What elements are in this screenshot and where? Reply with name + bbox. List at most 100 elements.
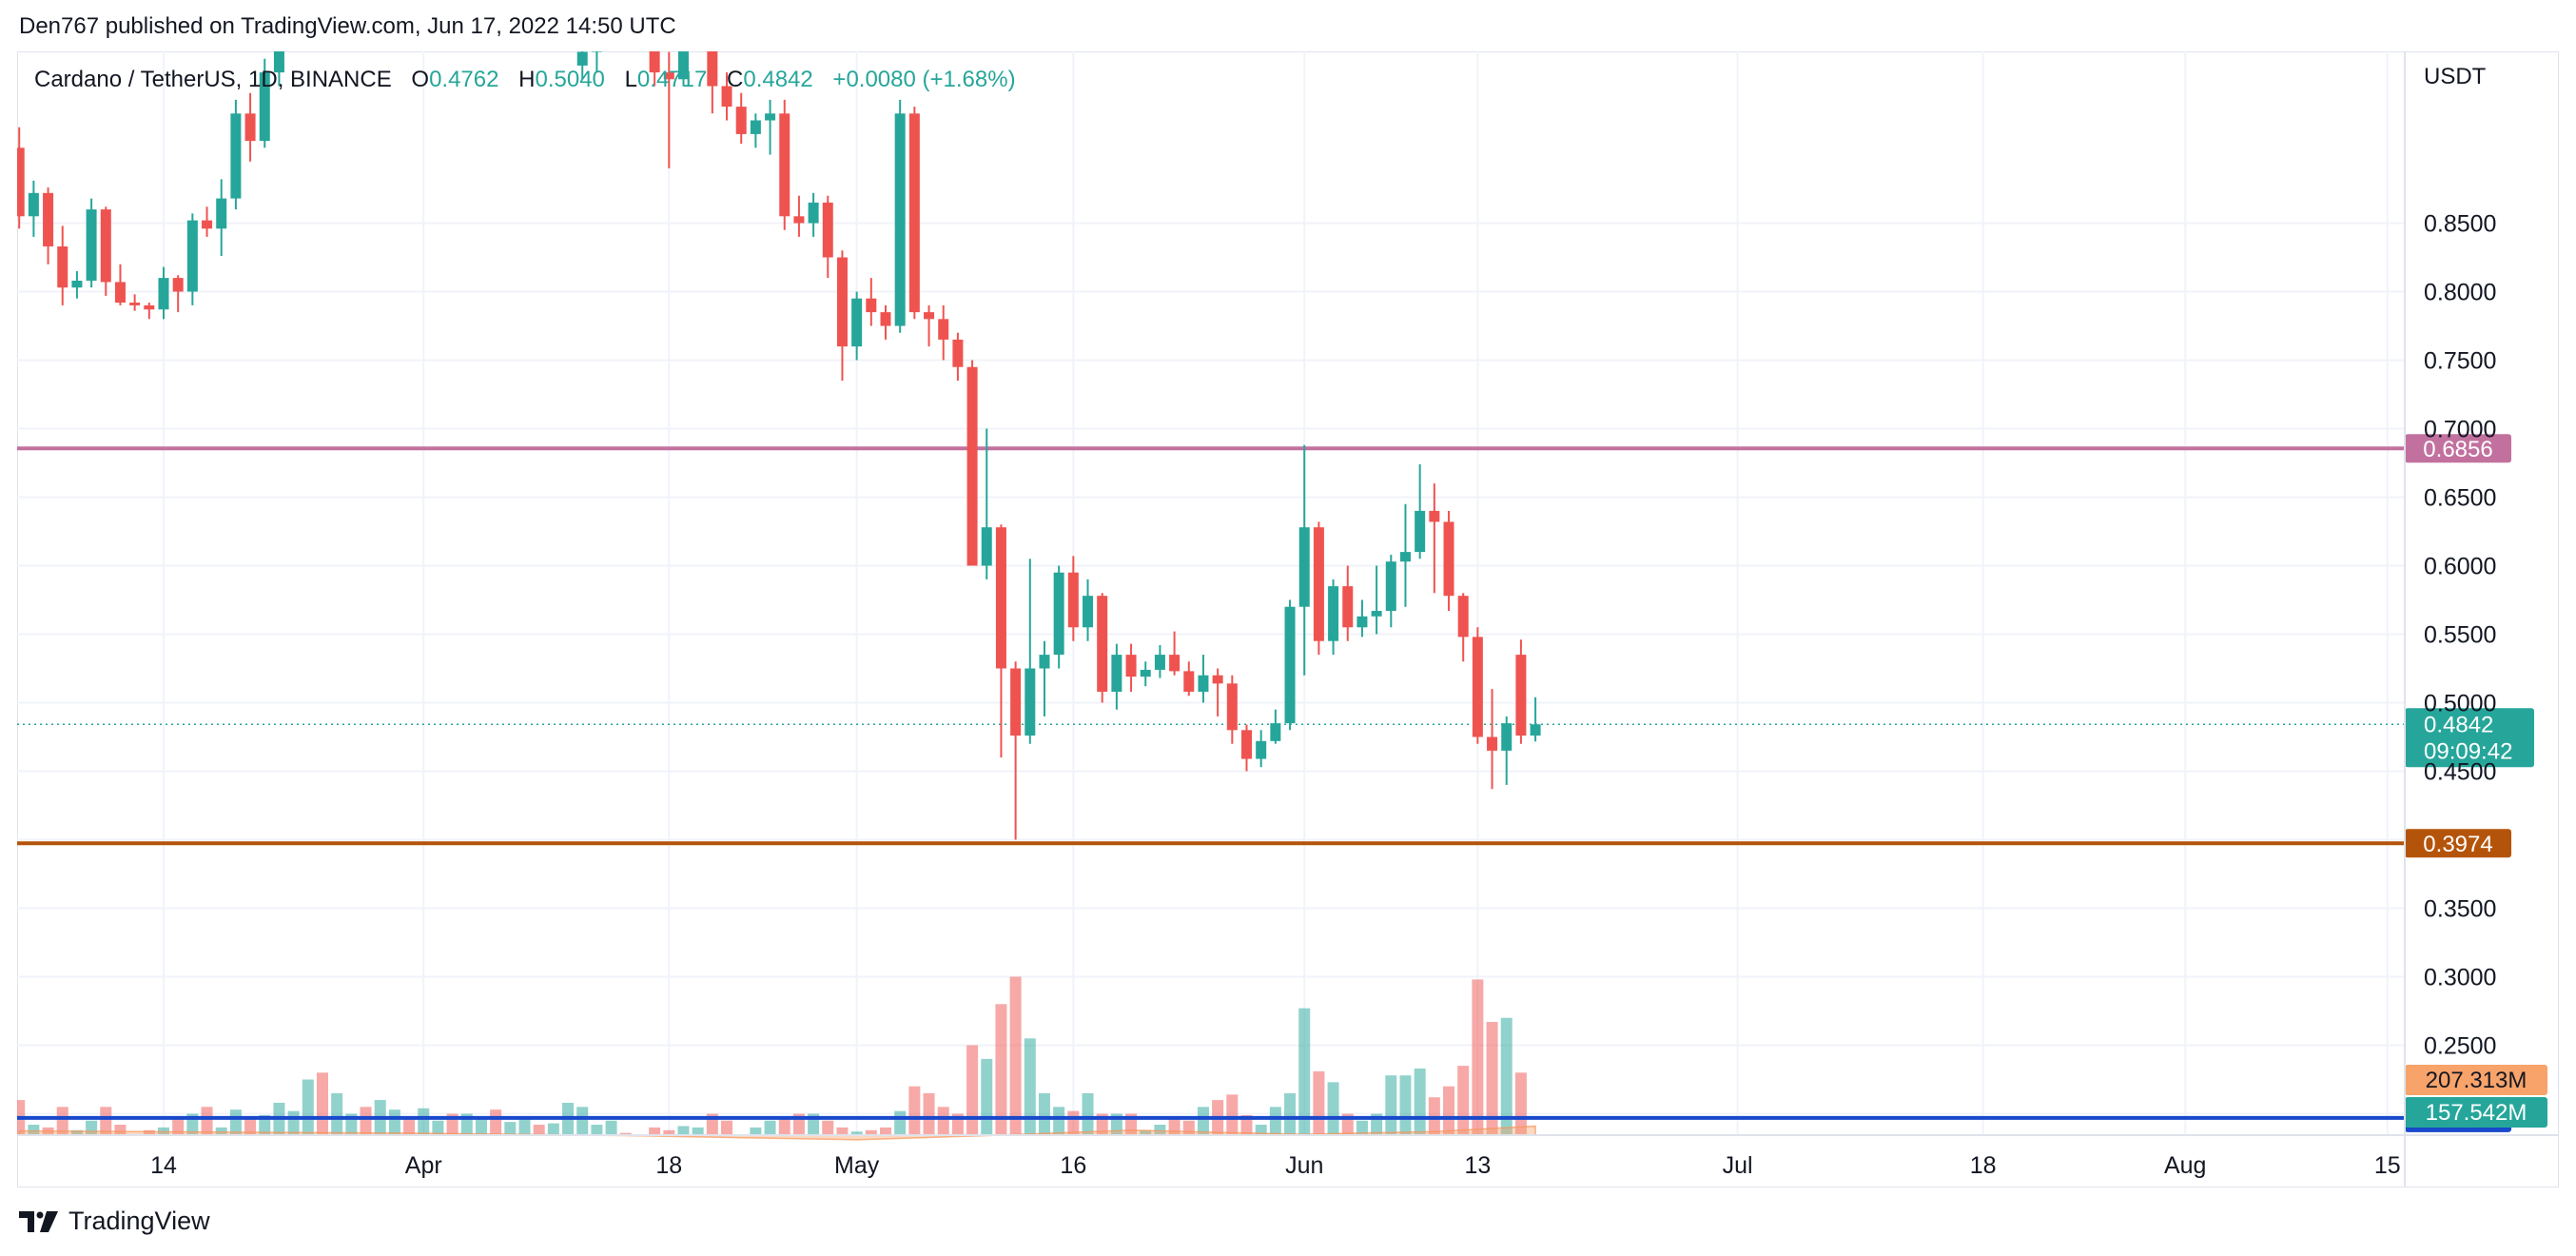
candle-body xyxy=(1328,586,1339,641)
volume-bar xyxy=(1414,1068,1426,1135)
y-tick-label: 0.7000 xyxy=(2424,417,2496,443)
volume-bar xyxy=(778,1116,790,1135)
candle-body xyxy=(1053,572,1064,656)
published-caption: Den767 published on TradingView.com, Jun… xyxy=(19,13,676,39)
candle-body xyxy=(908,113,920,313)
volume-bar xyxy=(750,1127,762,1135)
volume-bar xyxy=(894,1110,907,1135)
candle-body xyxy=(808,202,819,224)
tradingview-brand: TradingView xyxy=(68,1207,210,1235)
candle-body xyxy=(924,312,935,320)
candle-body xyxy=(129,303,141,305)
candle-body xyxy=(1010,668,1022,736)
volume-bar xyxy=(1140,1129,1152,1135)
legend-open-value: 0.4762 xyxy=(429,67,499,92)
candle-body xyxy=(17,147,25,217)
currency-label: USDT xyxy=(2424,64,2487,89)
candle-body xyxy=(1501,723,1512,751)
volume-last-label: 157.542M xyxy=(2426,1100,2527,1126)
candle-body xyxy=(1487,736,1498,751)
candle-body xyxy=(1415,510,1426,553)
candle-body xyxy=(273,51,284,73)
x-tick-label: 15 xyxy=(2374,1152,2401,1179)
candle-body xyxy=(71,280,83,288)
volume-bar xyxy=(1500,1017,1512,1135)
candle-body xyxy=(1371,611,1382,617)
candle-body xyxy=(43,192,54,246)
y-tick-label: 0.3500 xyxy=(2424,896,2496,923)
volume-bar xyxy=(1038,1092,1050,1135)
volume-bar xyxy=(360,1107,372,1135)
tradingview-logo-icon xyxy=(19,1210,58,1232)
candle-body xyxy=(230,113,242,199)
volume-bar xyxy=(1298,1008,1311,1135)
x-tick-label: Aug xyxy=(2164,1152,2206,1179)
candle-body xyxy=(981,527,992,566)
volume-bar xyxy=(302,1079,314,1135)
volume-bar xyxy=(1197,1107,1209,1135)
candle-body xyxy=(244,113,256,142)
chart-grid xyxy=(17,51,2405,1135)
volume-bar xyxy=(100,1107,112,1135)
volume-last-badge xyxy=(2405,1097,2547,1128)
candle-body xyxy=(966,366,978,566)
volume-bar xyxy=(822,1120,834,1135)
legend-close-label: C xyxy=(727,67,744,92)
candle-body xyxy=(1472,637,1483,737)
y-tick-label: 0.4500 xyxy=(2424,759,2496,786)
candle-body xyxy=(591,51,602,52)
volume-bar xyxy=(388,1109,400,1135)
candle-body xyxy=(1457,596,1469,638)
volume-bar xyxy=(1327,1082,1339,1135)
candle-body xyxy=(1385,561,1396,612)
volume-bar xyxy=(1226,1094,1239,1135)
candle-body xyxy=(57,245,68,288)
candle-body xyxy=(1313,527,1324,641)
candle-body xyxy=(822,202,833,258)
candle-body xyxy=(144,304,155,310)
volume-bar xyxy=(981,1058,993,1135)
candle-body xyxy=(1241,730,1252,759)
volume-bar xyxy=(114,1125,127,1135)
y-tick-label: 0.8000 xyxy=(2424,280,2496,306)
level-price-badge xyxy=(2405,829,2511,858)
volume-bar xyxy=(259,1114,271,1135)
volume-bar xyxy=(764,1120,776,1135)
last-price-label: 0.4842 xyxy=(2424,712,2493,737)
candle-body xyxy=(1443,521,1454,597)
candle-body xyxy=(677,51,689,80)
volume-bar xyxy=(533,1125,545,1135)
candle-body xyxy=(663,72,674,80)
symbol-legend: Cardano / TetherUS, 1D, BINANCE O0.4762 … xyxy=(34,67,1016,93)
volume-bar xyxy=(937,1107,949,1135)
volume-bar xyxy=(70,1129,83,1135)
candle-body xyxy=(707,51,718,87)
legend-high-label: H xyxy=(518,67,536,92)
volume-bar xyxy=(966,1045,979,1135)
volume-bar xyxy=(591,1125,603,1135)
tradingview-logo[interactable]: TradingView xyxy=(19,1207,210,1236)
candle-body xyxy=(750,120,761,134)
candle-body xyxy=(765,113,776,121)
candle-body xyxy=(1270,723,1281,741)
candle-body xyxy=(172,278,184,292)
candle-body xyxy=(866,298,877,313)
y-tick-label: 0.5500 xyxy=(2424,622,2496,649)
candle-body xyxy=(1039,655,1050,669)
candle-body xyxy=(1256,740,1267,759)
legend-close-value: 0.4842 xyxy=(743,67,813,92)
volume-bar xyxy=(880,1127,891,1135)
x-tick-label: 13 xyxy=(1464,1152,1491,1179)
volume-bar xyxy=(908,1086,921,1135)
x-tick-label: 18 xyxy=(1970,1152,1997,1179)
x-tick-label: May xyxy=(834,1152,880,1179)
volume-bar xyxy=(244,1119,257,1135)
level-price-label: 0.3974 xyxy=(2423,832,2492,857)
volume-bar xyxy=(547,1123,559,1135)
volume-bar xyxy=(1053,1107,1065,1135)
candle-body xyxy=(735,107,747,134)
volume-series xyxy=(17,976,1527,1135)
candle-body xyxy=(28,192,39,217)
y-tick-label: 0.7500 xyxy=(2424,348,2496,375)
